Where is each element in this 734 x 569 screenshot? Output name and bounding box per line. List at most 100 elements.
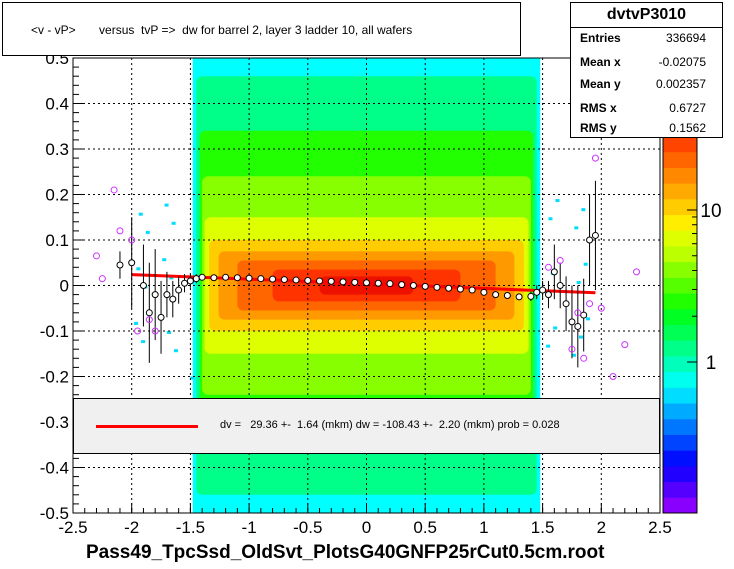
x-tick-label: 2.5	[648, 518, 672, 537]
profile-point	[527, 291, 535, 301]
sparse-bin	[141, 340, 146, 344]
profile-point	[292, 276, 300, 284]
profile-layer	[116, 180, 599, 368]
profile-marker	[151, 291, 159, 299]
colorbar-label: 10	[700, 201, 721, 222]
profile-point	[233, 274, 241, 282]
sparse-bin	[576, 280, 581, 284]
profile-marker	[139, 282, 147, 289]
profile-marker	[181, 279, 189, 287]
profile-marker	[222, 273, 230, 281]
stats-value: 0.002357	[655, 77, 706, 91]
sparse-bin	[546, 344, 551, 348]
colorbar-step	[663, 497, 697, 514]
title-box: <v - vP> versus tvP => dw for barrel 2, …	[2, 2, 521, 56]
sparse-bin	[571, 353, 576, 357]
profile-point	[339, 278, 347, 286]
profile-point	[175, 276, 183, 304]
y-tick-label: -0.1	[40, 322, 69, 341]
profile-point	[139, 244, 147, 327]
colorbar-step	[663, 214, 697, 231]
sparse-bin	[138, 212, 143, 216]
profile-marker	[568, 318, 576, 326]
x-tick-label: 1	[479, 518, 488, 537]
profile-marker	[492, 291, 500, 299]
sparse-bin	[586, 317, 591, 321]
profile-marker	[386, 280, 394, 288]
profile-point	[163, 271, 171, 318]
profile-marker	[533, 288, 541, 296]
profile-point	[269, 275, 277, 283]
sparse-bin	[555, 199, 560, 203]
profile-point	[374, 279, 382, 287]
profile-marker	[257, 275, 265, 283]
profile-marker	[574, 322, 582, 330]
sparse-bin	[164, 203, 169, 207]
profile-point	[363, 279, 370, 287]
stats-value: 0.6727	[669, 101, 706, 115]
sparse-bin	[574, 226, 579, 230]
profile-point	[515, 293, 523, 301]
stats-label: Mean y	[580, 77, 621, 91]
stats-name: dvtvP3010	[571, 3, 722, 28]
outlier-marker	[568, 345, 576, 353]
outlier-marker	[145, 316, 153, 324]
outlier-marker	[544, 263, 552, 271]
x-axis-title: Pass49_TpcSsd_OldSvt_PlotsG40GNFP25rCut0…	[86, 542, 605, 563]
outlier-marker	[574, 309, 582, 317]
sparse-bin	[136, 267, 141, 271]
sparse-bin	[583, 262, 588, 266]
stats-row-rms-y: RMS y 0.1562	[571, 121, 722, 143]
profile-marker	[339, 278, 347, 286]
colorbar-step	[663, 418, 697, 435]
profile-marker	[556, 282, 564, 289]
profile-marker	[145, 309, 153, 317]
profile-point	[468, 286, 476, 294]
outlier-marker	[92, 252, 100, 260]
x-tick-label: -2.5	[58, 518, 87, 537]
profile-marker	[433, 283, 441, 291]
outlier-layer	[92, 154, 641, 380]
sparse-bin	[553, 326, 558, 330]
profile-marker	[198, 273, 206, 281]
y-tick-label: 0	[60, 277, 69, 296]
fit-legend-line	[96, 425, 198, 428]
profile-marker	[527, 292, 535, 300]
profile-marker	[503, 292, 511, 300]
profile-point	[492, 291, 500, 299]
profile-marker	[269, 275, 277, 283]
outlier-marker	[591, 154, 599, 162]
y-tick-label: 0.1	[45, 231, 69, 250]
profile-point	[151, 249, 159, 341]
profile-marker	[550, 268, 558, 276]
profile-point	[556, 262, 564, 309]
profile-marker	[398, 281, 406, 289]
x-tick-label: 0.5	[413, 518, 437, 537]
x-tick-label: -1.5	[176, 518, 205, 537]
outlier-marker	[110, 186, 118, 194]
profile-point	[574, 285, 582, 368]
x-tick-label: -2	[124, 518, 139, 537]
fit-legend-box: dv = 29.36 +- 1.64 (mkm) dw = -108.43 +-…	[73, 398, 660, 454]
y-tick-label: 0.3	[45, 140, 69, 159]
profile-marker	[316, 277, 324, 285]
profile-marker	[580, 311, 588, 319]
outlier-marker	[633, 268, 641, 276]
profile-point	[421, 282, 429, 290]
colorbar-label: 1	[706, 353, 717, 374]
profile-marker	[163, 291, 171, 299]
profile-marker	[128, 259, 136, 267]
profile-marker	[245, 274, 253, 282]
profile-point	[128, 217, 136, 309]
profile-marker	[562, 300, 570, 308]
profile-point	[591, 180, 599, 291]
colorbar-step	[663, 340, 697, 357]
profile-marker	[586, 236, 594, 244]
colorbar-step	[663, 324, 697, 341]
profile-marker	[445, 284, 453, 292]
profile-point	[169, 280, 177, 318]
colorbar-step	[663, 481, 697, 498]
x-tick-label: 2	[597, 518, 606, 537]
profile-point	[186, 274, 194, 288]
profile-point	[386, 280, 394, 288]
